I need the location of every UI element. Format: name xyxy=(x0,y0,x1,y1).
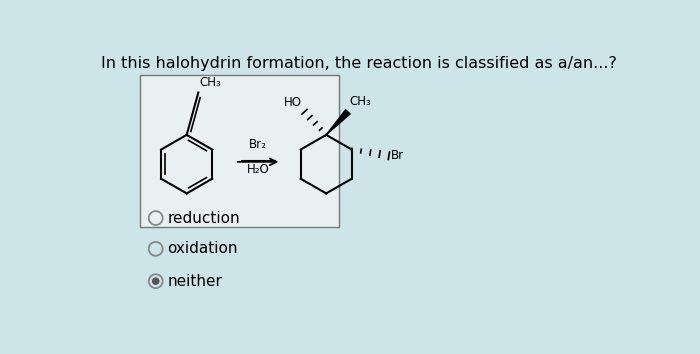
Text: In this halohydrin formation, the reaction is classified as a/an...?: In this halohydrin formation, the reacti… xyxy=(101,56,617,72)
Text: neither: neither xyxy=(167,274,222,289)
Text: H₂O: H₂O xyxy=(246,163,270,176)
FancyBboxPatch shape xyxy=(140,75,340,227)
Circle shape xyxy=(153,278,159,284)
Text: CH₃: CH₃ xyxy=(200,76,222,89)
Text: Br₂: Br₂ xyxy=(249,138,267,151)
Text: reduction: reduction xyxy=(167,211,240,225)
Text: CH₃: CH₃ xyxy=(349,95,371,108)
Polygon shape xyxy=(326,110,350,135)
Text: HO: HO xyxy=(284,97,302,109)
Text: Br: Br xyxy=(391,149,405,162)
Text: oxidation: oxidation xyxy=(167,241,238,256)
